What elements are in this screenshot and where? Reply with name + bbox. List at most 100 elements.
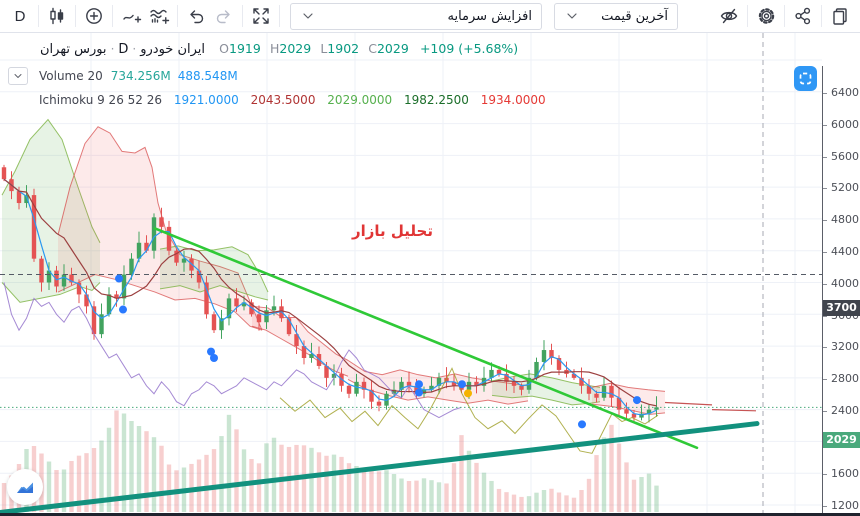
toolbar-separator	[38, 5, 39, 27]
event-marker-dot[interactable]	[115, 274, 123, 283]
ichimoku-senkou-b-value: 1982.2500	[404, 93, 469, 107]
price-mode-label: آخرین قیمت	[601, 8, 668, 24]
exchange-name: بورس تهران	[40, 42, 107, 57]
fullscreen-arrows-icon	[253, 8, 269, 24]
levels-layer	[0, 33, 822, 516]
toolbar-separator	[747, 5, 748, 27]
redo-button[interactable]	[210, 3, 238, 29]
trendlines-layer	[0, 227, 760, 515]
toolbar-separator	[821, 5, 822, 27]
toolbar-separator	[242, 5, 243, 27]
event-marker-dot[interactable]	[458, 380, 466, 389]
axis-tick-label: 6000	[823, 118, 860, 131]
copy-pages-icon	[833, 8, 847, 25]
chart-pane[interactable]: بورس تهران · D · ایران خودرو O1919 H2029 L19…	[0, 33, 860, 516]
ichimoku-label: Ichimoku 9 26 52 26	[39, 93, 162, 107]
symbol-title-row[interactable]: بورس تهران · D · ایران خودرو O1919 H2029 L19…	[40, 41, 519, 57]
chart-legend: بورس تهران · D · ایران خودرو O1919 H2029 L19…	[8, 39, 546, 110]
ichimoku-tenkan-value: 1921.0000	[173, 93, 239, 107]
axis-tick-label: 6400	[823, 86, 860, 99]
analysis-text-annotation[interactable]: تحلیل بازار	[352, 222, 433, 240]
toolbar-separator	[784, 5, 785, 27]
axis-tick-label: 3200	[823, 340, 860, 353]
fullscreen-button[interactable]	[247, 3, 275, 29]
toolbar-separator	[279, 5, 280, 27]
axis-tick-label: 4400	[823, 245, 860, 258]
ichimoku-kijun-value: 2043.5000	[250, 93, 316, 107]
chevron-down-icon	[14, 74, 22, 78]
share-icon	[795, 7, 811, 25]
volume-value: 488.548M	[177, 69, 238, 83]
axis-tick-label: 2800	[823, 372, 860, 385]
symbol-name: ایران خودرو	[140, 42, 206, 57]
close-value: 2029	[376, 41, 409, 56]
interval-label: D	[118, 42, 129, 57]
event-marker-dot[interactable]	[415, 388, 423, 397]
circle-plus-icon	[86, 8, 102, 24]
volume-label: Volume 20	[39, 69, 103, 83]
axis-tick-label: 4800	[823, 213, 860, 226]
trendline-descending-resistance[interactable]	[153, 227, 699, 450]
event-markers-layer	[115, 274, 641, 429]
maximize-pane-button[interactable]	[794, 66, 817, 91]
gear-icon	[758, 8, 774, 24]
chevron-down-icon	[303, 13, 313, 19]
ichimoku-chikou-value: 1934.0000	[480, 93, 546, 107]
hide-drawings-button[interactable]	[715, 3, 743, 29]
event-marker-dot[interactable]	[578, 420, 586, 429]
share-button[interactable]	[789, 3, 817, 29]
axis-tick-label: 1600	[823, 467, 860, 480]
corporate-event-label: افزایش سرمایه	[447, 8, 532, 24]
compare-add-button[interactable]	[80, 3, 108, 29]
toolbar-separator	[177, 5, 178, 27]
toolbar-separator	[75, 5, 76, 27]
top-toolbar: D	[0, 0, 860, 33]
event-marker-dot[interactable]	[633, 396, 641, 405]
axis-tick-label: 2400	[823, 404, 860, 417]
price-axis[interactable]: 6400600056005200480044004000360032002800…	[822, 66, 860, 516]
axis-tick-label: 1200	[823, 499, 860, 512]
high-value: 2029	[279, 41, 312, 56]
collapse-indicators-button[interactable]	[8, 67, 28, 85]
event-marker-dot[interactable]	[119, 305, 127, 314]
eye-off-icon	[720, 8, 738, 24]
corporate-event-dropdown[interactable]: افزایش سرمایه	[290, 2, 542, 30]
event-marker-dot[interactable]	[464, 389, 472, 398]
add-indicator-button[interactable]	[145, 3, 173, 29]
area-chart-logo-icon	[17, 482, 33, 493]
trendline-plus-icon	[122, 14, 141, 23]
chevron-down-icon	[567, 13, 577, 19]
trendline-ascending-support[interactable]	[0, 421, 760, 515]
selection-frame-icon	[799, 72, 812, 85]
low-value: 1902	[327, 41, 360, 56]
price-badge-3700: 3700	[823, 299, 860, 316]
add-trendline-button[interactable]	[117, 3, 145, 29]
candlestick-icon	[50, 7, 64, 25]
axis-tick-label: 5600	[823, 150, 860, 163]
redo-icon	[216, 10, 230, 24]
settings-button[interactable]	[752, 3, 780, 29]
axis-tick-label: 4000	[823, 277, 860, 290]
broker-logo[interactable]	[7, 469, 43, 505]
event-marker-dot[interactable]	[415, 380, 423, 389]
interval-button[interactable]: D	[6, 3, 34, 29]
bottom-border-strip	[0, 513, 860, 516]
axis-tick-label: 5200	[823, 181, 860, 194]
volume-row: Volume 20 734.256M 488.548M	[8, 66, 546, 86]
undo-icon	[190, 10, 204, 24]
ichimoku-lines-layer	[3, 178, 757, 454]
snapshot-pages-button[interactable]	[826, 3, 854, 29]
change-value: +109 (+5.68%)	[419, 41, 519, 56]
event-marker-dot[interactable]	[207, 347, 215, 356]
ohlc-values: O1919 H2029 L1902 C2029 +109 (+5.68%)	[219, 41, 519, 56]
price-mode-dropdown[interactable]: آخرین قیمت	[554, 2, 678, 30]
toolbar-separator	[112, 5, 113, 27]
ichimoku-row: Ichimoku 9 26 52 26 1921.0000 2043.5000 …	[8, 90, 546, 110]
chart-type-button[interactable]	[43, 3, 71, 29]
price-chart-canvas[interactable]	[0, 33, 860, 516]
price-badge-2029: 2029	[823, 432, 860, 449]
event-marker-dot[interactable]	[210, 353, 218, 362]
volume-ma-value: 734.256M	[110, 69, 171, 83]
undo-button[interactable]	[182, 3, 210, 29]
toolbar-right-group	[715, 3, 854, 29]
